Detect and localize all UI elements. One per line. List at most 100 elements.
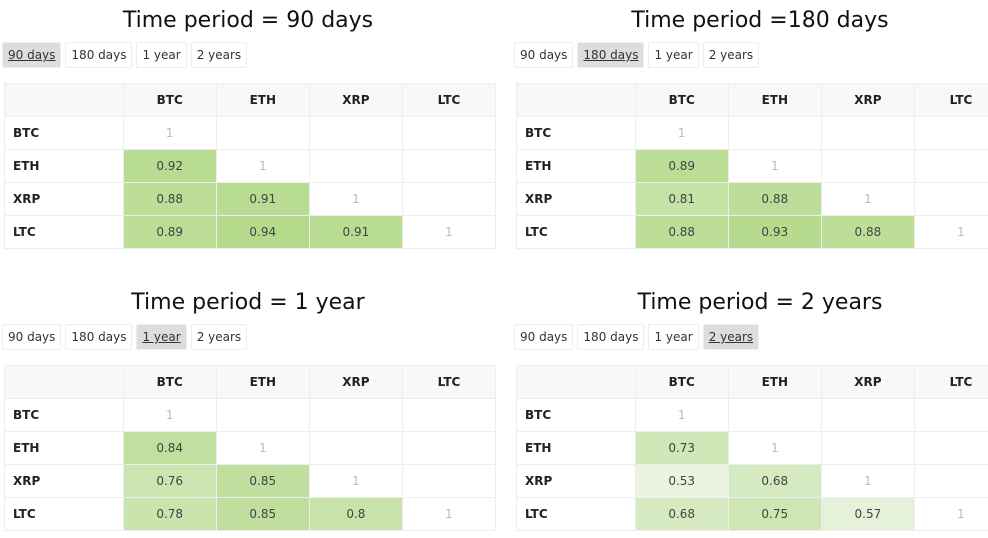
cell: 0.92 [122,149,217,183]
tab[interactable]: 180 days [577,42,645,68]
row-header: XRP [4,182,124,216]
cell: 1 [122,116,217,150]
table-row: ETH 0.73 1 [516,431,988,465]
correlation-table: BTC ETH XRP LTC BTC 1 ETH 0.84 1 XRP 0.76 0.85 1 LTC 0… [4,365,496,531]
cell [913,398,988,432]
cell: 0.73 [634,431,729,465]
table-row: BTC 1 [4,116,496,150]
cell [308,398,403,432]
tab[interactable]: 90 days [2,324,62,350]
row-header: LTC [516,215,636,249]
cell: 0.88 [122,182,217,216]
cell: 0.93 [727,215,822,249]
table-row: BTC 1 [4,398,496,432]
column-header: ETH [215,83,310,117]
cell [820,116,915,150]
cell: 0.89 [634,149,729,183]
cell: 1 [308,182,403,216]
cell: 1 [401,497,496,531]
tab[interactable]: 2 years [702,324,760,350]
correlation-table: BTC ETH XRP LTC BTC 1 ETH 0.73 1 XRP 0.53 0.68 1 LTC 0… [516,365,988,531]
column-header: XRP [308,83,403,117]
cell [913,149,988,183]
cell: 0.78 [122,497,217,531]
column-header: LTC [401,83,496,117]
cell [401,149,496,183]
table-row: BTC 1 [516,398,988,432]
row-header: LTC [516,497,636,531]
cell: 0.88 [727,182,822,216]
cell: 1 [401,215,496,249]
cell [820,398,915,432]
cell: 1 [727,149,822,183]
cell: 1 [215,149,310,183]
table-row: LTC 0.88 0.93 0.88 1 [516,215,988,249]
corner-cell [516,83,636,117]
cell [308,431,403,465]
cell: 0.68 [634,497,729,531]
tab-bar: 90 days 180 days 1 year 2 years [514,324,760,350]
tab[interactable]: 90 days [514,324,574,350]
tab[interactable]: 1 year [648,42,699,68]
cell: 0.85 [215,464,310,498]
cell [401,398,496,432]
cell: 1 [820,182,915,216]
tab-bar: 90 days 180 days 1 year 2 years [2,42,248,68]
cell: 0.81 [634,182,729,216]
tab[interactable]: 90 days [514,42,574,68]
tab[interactable]: 1 year [136,324,187,350]
cell [913,431,988,465]
tab[interactable]: 90 days [2,42,62,68]
tab[interactable]: 180 days [65,42,133,68]
tab[interactable]: 1 year [648,324,699,350]
column-header: BTC [634,365,729,399]
correlation-table: BTC ETH XRP LTC BTC 1 ETH 0.92 1 XRP 0.88 0.91 1 LTC 0… [4,83,496,249]
cell [308,116,403,150]
cell: 0.88 [820,215,915,249]
table-row: XRP 0.76 0.85 1 [4,464,496,498]
cell: 0.91 [308,215,403,249]
correlation-table: BTC ETH XRP LTC BTC 1 ETH 0.89 1 XRP 0.81 0.88 1 LTC 0… [516,83,988,249]
cell: 0.53 [634,464,729,498]
cell: 0.89 [122,215,217,249]
cell [913,464,988,498]
row-header: ETH [4,149,124,183]
table-row: LTC 0.68 0.75 0.57 1 [516,497,988,531]
row-header: ETH [4,431,124,465]
tab[interactable]: 2 years [190,324,248,350]
corner-cell [4,365,124,399]
table-row: XRP 0.53 0.68 1 [516,464,988,498]
cell: 0.85 [215,497,310,531]
table-row: ETH 0.84 1 [4,431,496,465]
cell [727,398,822,432]
tab[interactable]: 180 days [577,324,645,350]
row-header: LTC [4,497,124,531]
panel-title: Time period = 90 days [122,8,374,33]
tab[interactable]: 2 years [702,42,760,68]
cell: 0.8 [308,497,403,531]
tab-bar: 90 days 180 days 1 year 2 years [514,42,760,68]
panel: Time period = 90 days 90 days 180 days 1 ye… [0,0,496,260]
row-header: LTC [4,215,124,249]
tab[interactable]: 1 year [136,42,187,68]
column-header: BTC [122,83,217,117]
header-row: BTC ETH XRP LTC [516,365,988,399]
cell: 0.88 [634,215,729,249]
panel-title: Time period = 2 years [637,290,883,315]
tab-bar: 90 days 180 days 1 year 2 years [2,324,248,350]
cell [401,116,496,150]
cell [913,182,988,216]
cell: 1 [215,431,310,465]
tab[interactable]: 180 days [65,324,133,350]
cell [913,116,988,150]
cell: 1 [727,431,822,465]
cell: 1 [308,464,403,498]
column-header: XRP [820,83,915,117]
cell: 1 [634,116,729,150]
row-header: BTC [4,116,124,150]
tab[interactable]: 2 years [190,42,248,68]
table-row: XRP 0.88 0.91 1 [4,182,496,216]
cell: 0.94 [215,215,310,249]
panel-title: Time period =180 days [631,8,889,33]
